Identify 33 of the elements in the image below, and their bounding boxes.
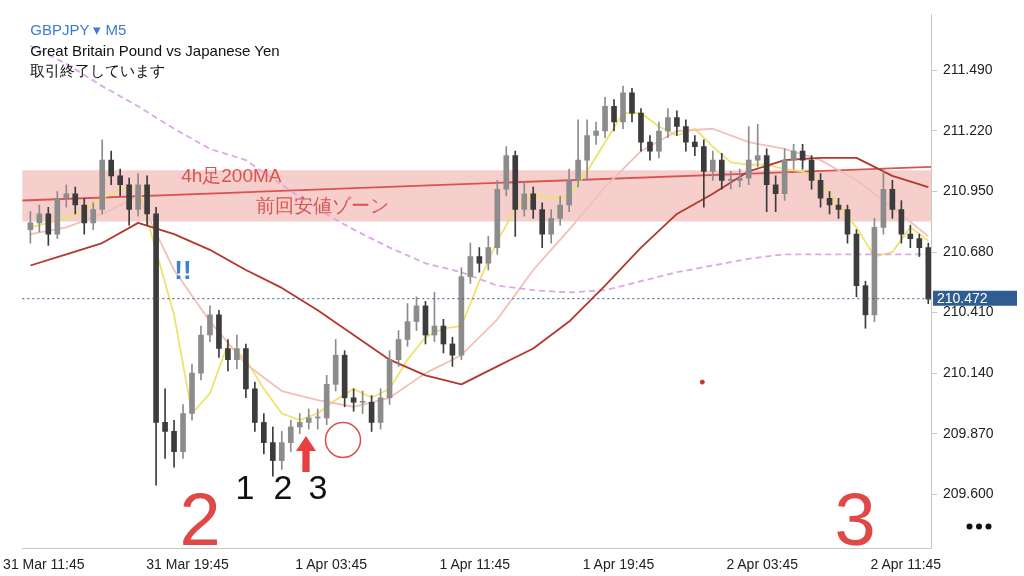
y-tick-label: 210.680 [943, 242, 994, 259]
y-tick-label: 210.410 [943, 303, 994, 320]
candlestick [305, 408, 312, 430]
annotation: !! [174, 255, 192, 286]
chart-title: GBPJPY ▾ M5 [30, 20, 127, 38]
x-tick-label: 2 Apr 11:45 [870, 556, 942, 573]
candlestick [593, 121, 599, 145]
y-tick-label: 209.870 [943, 424, 994, 441]
y-tick-label: 211.490 [943, 61, 993, 78]
x-tick-label: 1 Apr 11:45 [439, 556, 511, 573]
candlestick [727, 171, 734, 190]
annotation: 3 [308, 468, 328, 507]
annotation: 1 [235, 468, 255, 507]
candlestick [296, 413, 303, 434]
text: Great Britain Pound vs Japanese Yen [30, 41, 280, 59]
y-tick-label: 210.140 [943, 363, 994, 380]
y-tick-label: 210.950 [943, 182, 994, 199]
y-tick-label: 209.600 [943, 485, 994, 502]
x-tick-label: 31 Mar 11:45 [3, 556, 85, 573]
x-tick-label: 1 Apr 03:45 [295, 556, 368, 573]
candlestick [692, 135, 698, 156]
annotation: 取引終了しています [30, 61, 166, 79]
candlestick [736, 168, 743, 188]
candlestick [162, 388, 168, 459]
y-tick-label: 211.220 [943, 121, 993, 138]
ref-line-label: 210.472 [937, 289, 988, 306]
series-label: 4h足200MA [181, 165, 282, 187]
candlestick [754, 123, 761, 168]
annotation: 2 [273, 468, 293, 507]
x-tick-label: 2 Apr 03:45 [726, 556, 799, 573]
candlestick [63, 184, 70, 208]
band-label: 前回安値ゾーン [255, 195, 389, 217]
x-tick-label: 1 Apr 19:45 [582, 556, 655, 573]
